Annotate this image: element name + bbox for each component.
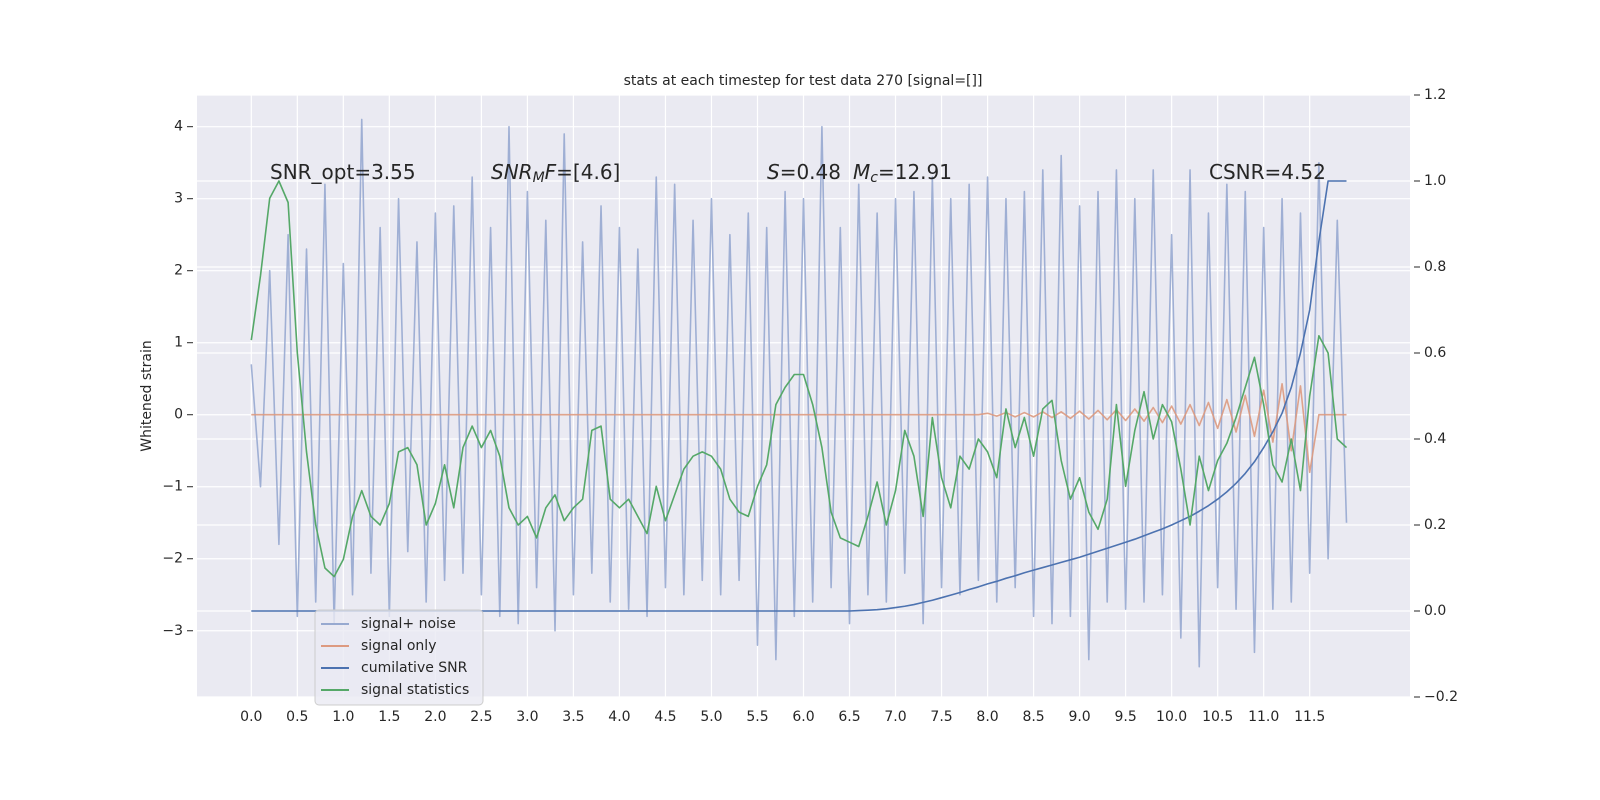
x-tick-label: 7.5 — [930, 709, 952, 725]
x-tick-label: 5.5 — [746, 709, 768, 725]
y-tick-label: 2 — [174, 263, 183, 279]
x-tick-label: 6.0 — [792, 709, 814, 725]
x-tick-label: 8.5 — [1022, 709, 1044, 725]
annotation-part: SNR — [491, 160, 533, 184]
legend-label: signal statistics — [361, 682, 469, 698]
annotation: CSNR=4.52 — [1209, 160, 1326, 184]
x-tick-label: 9.5 — [1114, 709, 1136, 725]
x-tick-label: 2.0 — [424, 709, 446, 725]
y-tick-label: 4 — [174, 119, 183, 135]
legend-label: cumilative SNR — [361, 660, 468, 676]
y-tick-label: −1 — [162, 479, 183, 495]
annotation-part: CSNR=4.52 — [1209, 160, 1326, 184]
legend-label: signal only — [361, 638, 436, 654]
chart-title: stats at each timestep for test data 270… — [624, 73, 983, 89]
x-tick-label: 11.5 — [1294, 709, 1325, 725]
y2-tick-label: 0.0 — [1424, 603, 1446, 619]
legend-label: signal+ noise — [361, 616, 456, 632]
annotation-part: S — [767, 160, 780, 184]
x-tick-label: 10.0 — [1156, 709, 1187, 725]
annotation-part: SNR_opt=3.55 — [270, 160, 416, 184]
legend-box — [314, 609, 484, 706]
y-tick-label: −2 — [162, 551, 183, 567]
annotation: SNRMF=[4.6] — [491, 160, 620, 187]
annotation-part: =0.48 — [780, 160, 841, 184]
annotation-part: =[4.6] — [556, 160, 620, 184]
y2-tick-label: 0.6 — [1424, 345, 1446, 361]
x-tick-label: 8.0 — [976, 709, 998, 725]
x-tick-label: 6.5 — [838, 709, 860, 725]
y2-tick-label: 0.4 — [1424, 431, 1446, 447]
y-tick-label: 1 — [174, 335, 183, 351]
legend: signal+ noise signal only cumilative SNR si… — [314, 609, 484, 706]
annotation-part: M — [533, 170, 545, 186]
x-tick-label: 1.0 — [332, 709, 354, 725]
x-tick-label: 0.0 — [240, 709, 262, 725]
x-tick-label: 11.0 — [1248, 709, 1279, 725]
x-tick-label: 3.5 — [562, 709, 584, 725]
y-tick-label: −3 — [162, 623, 183, 639]
x-tick-label: 4.5 — [654, 709, 676, 725]
series-line — [250, 180, 1348, 578]
x-tick-label: 0.5 — [286, 709, 308, 725]
y2-tick-label: 1.2 — [1424, 87, 1446, 103]
x-tick-label: 4.0 — [608, 709, 630, 725]
annotation-part: c — [870, 170, 878, 186]
y2-tick-label: 0.2 — [1424, 517, 1446, 533]
y2-tick-label: 0.8 — [1424, 259, 1446, 275]
y2-tick-label: −0.2 — [1424, 689, 1458, 705]
y-tick-label: 3 — [174, 191, 183, 207]
annotation: SNR_opt=3.55 — [270, 160, 416, 184]
x-tick-label: 7.0 — [884, 709, 906, 725]
x-tick-label: 1.5 — [378, 709, 400, 725]
series-line — [250, 118, 1348, 668]
y-tick-label: 0 — [174, 407, 183, 423]
annotation: S=0.48 Mc=12.91 — [767, 160, 952, 187]
x-tick-label: 2.5 — [470, 709, 492, 725]
x-tick-label: 9.0 — [1068, 709, 1090, 725]
x-tick-label: 5.0 — [700, 709, 722, 725]
y-axis-label: Whitened strain — [139, 340, 155, 451]
annotation-part: =12.91 — [878, 160, 952, 184]
annotation-part: F — [545, 160, 557, 184]
y2-tick-label: 1.0 — [1424, 173, 1446, 189]
series-line — [251, 382, 1347, 474]
annotation-part: M — [853, 160, 870, 184]
x-tick-label: 10.5 — [1202, 709, 1233, 725]
x-tick-label: 3.0 — [516, 709, 538, 725]
